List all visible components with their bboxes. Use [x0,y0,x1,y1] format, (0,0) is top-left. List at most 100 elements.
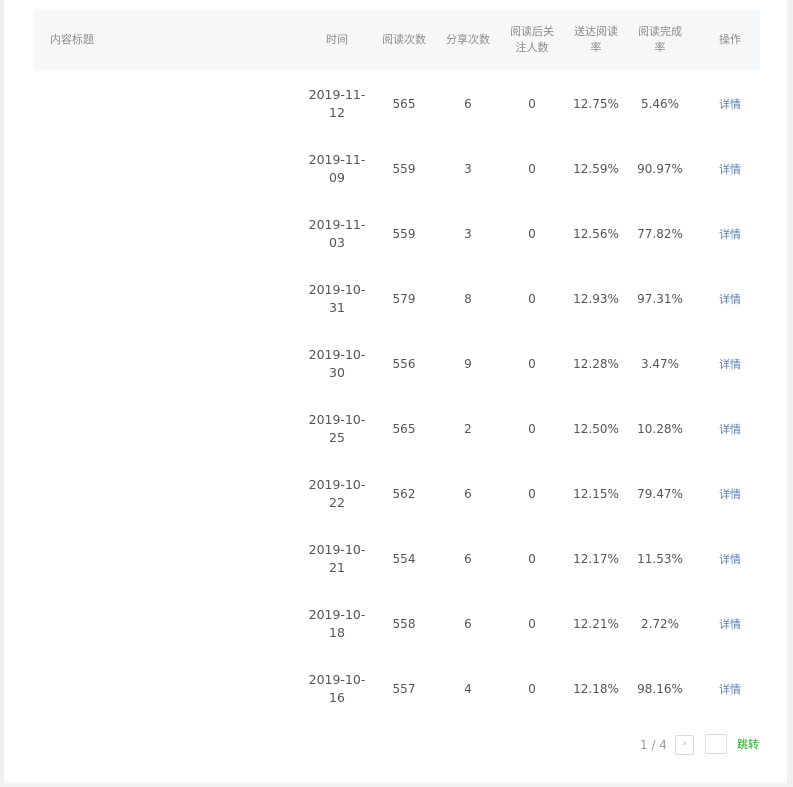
cell-reads-container: 562 [374,461,434,526]
cell-shares: 6 [464,616,472,631]
cell-follow-container: 0 [502,136,562,201]
cell-delivery-rate-container: 12.75% [566,71,626,136]
detail-link[interactable]: 详情 [719,487,741,501]
cell-title-container [50,461,300,526]
cell-title-container [50,266,300,331]
cell-shares-container: 6 [438,461,498,526]
table-row: 2019-11-12 565 6 0 12.75% 5.46% 详情 [34,71,760,136]
cell-completion-rate: 79.47% [637,486,683,501]
cell-delivery-rate-container: 12.56% [566,201,626,266]
cell-completion-rate-container: 2.72% [630,591,690,656]
cell-delivery-rate-container: 12.28% [566,331,626,396]
cell-time-container: 2019-10-21 [304,526,370,591]
cell-follow: 0 [528,486,536,501]
cell-follow-container: 0 [502,461,562,526]
jump-button[interactable]: 跳转 [737,738,759,751]
cell-time-container: 2019-11-03 [304,201,370,266]
cell-follow: 0 [528,421,536,436]
table-body: 2019-11-12 565 6 0 12.75% 5.46% 详情 2019-11-09 55… [34,71,760,721]
cell-shares: 2 [464,421,472,436]
detail-link-container: 详情 [700,201,760,266]
cell-follow: 0 [528,291,536,306]
cell-shares-container: 4 [438,656,498,721]
cell-completion-rate: 98.16% [637,681,683,696]
cell-reads-container: 565 [374,71,434,136]
cell-follow-container: 0 [502,591,562,656]
header-time: 时间 [326,33,348,46]
cell-delivery-rate: 12.21% [573,616,619,631]
table-row: 2019-10-18 558 6 0 12.21% 2.72% 详情 [34,591,760,656]
detail-link[interactable]: 详情 [719,162,741,176]
page-jump-input[interactable] [705,734,727,754]
cell-reads: 565 [392,421,416,436]
cell-title-container [50,201,300,266]
cell-follow: 0 [528,616,536,631]
cell-shares: 6 [464,486,472,501]
cell-reads-container: 565 [374,396,434,461]
cell-shares-container: 9 [438,331,498,396]
detail-link[interactable]: 详情 [719,422,741,436]
content-analytics-card: 内容标题 时间 阅读次数 分享次数 阅读后关注人数 送达阅读率 阅读完成率 操作… [4,0,787,783]
cell-follow-container: 0 [502,71,562,136]
table-row: 2019-10-30 556 9 0 12.28% 3.47% 详情 [34,331,760,396]
cell-follow-container: 0 [502,331,562,396]
cell-title-container [50,136,300,201]
cell-completion-rate: 5.46% [640,96,680,111]
pagination: 1 / 4 › 跳转 [4,733,787,757]
detail-link-container: 详情 [700,656,760,721]
detail-link[interactable]: 详情 [719,227,741,241]
cell-completion-rate-container: 79.47% [630,461,690,526]
cell-delivery-rate-container: 12.59% [566,136,626,201]
cell-shares-container: 6 [438,526,498,591]
cell-title-container [50,526,300,591]
cell-delivery-rate: 12.50% [573,421,619,436]
cell-time: 2019-10-31 [308,281,366,315]
cell-completion-rate-container: 90.97% [630,136,690,201]
cell-completion-rate: 11.53% [637,551,683,566]
detail-link-container: 详情 [700,591,760,656]
detail-link[interactable]: 详情 [719,682,741,696]
detail-link[interactable]: 详情 [719,357,741,371]
cell-completion-rate-container: 3.47% [630,331,690,396]
cell-time-container: 2019-11-09 [304,136,370,201]
cell-shares-container: 3 [438,136,498,201]
detail-link[interactable]: 详情 [719,617,741,631]
header-follow-after-read: 阅读后关注人数 [510,25,554,54]
cell-time-container: 2019-11-12 [304,71,370,136]
cell-title-container [50,331,300,396]
detail-link-container: 详情 [700,136,760,201]
cell-shares: 6 [464,551,472,566]
cell-title-container [50,71,300,136]
cell-delivery-rate-container: 12.50% [566,396,626,461]
header-delivery-read-rate: 送达阅读率 [574,25,618,54]
cell-delivery-rate: 12.75% [573,96,619,111]
cell-completion-rate: 90.97% [637,161,683,176]
cell-shares: 6 [464,96,472,111]
cell-reads-container: 556 [374,331,434,396]
cell-shares-container: 6 [438,591,498,656]
table-row: 2019-11-09 559 3 0 12.59% 90.97% 详情 [34,136,760,201]
detail-link-container: 详情 [700,461,760,526]
cell-completion-rate-container: 77.82% [630,201,690,266]
cell-shares-container: 8 [438,266,498,331]
cell-reads: 557 [392,681,416,696]
cell-follow-container: 0 [502,526,562,591]
detail-link-container: 详情 [700,266,760,331]
cell-shares: 9 [464,356,472,371]
cell-title-container [50,396,300,461]
cell-title-container [50,591,300,656]
detail-link[interactable]: 详情 [719,292,741,306]
detail-link[interactable]: 详情 [719,97,741,111]
cell-delivery-rate-container: 12.21% [566,591,626,656]
cell-delivery-rate-container: 12.15% [566,461,626,526]
next-page-button[interactable]: › [675,735,694,755]
cell-follow-container: 0 [502,201,562,266]
detail-link[interactable]: 详情 [719,552,741,566]
cell-completion-rate-container: 11.53% [630,526,690,591]
cell-time: 2019-10-25 [308,411,366,445]
cell-time: 2019-11-12 [308,86,366,120]
cell-delivery-rate-container: 12.18% [566,656,626,721]
cell-time-container: 2019-10-22 [304,461,370,526]
cell-follow: 0 [528,681,536,696]
cell-follow-container: 0 [502,396,562,461]
